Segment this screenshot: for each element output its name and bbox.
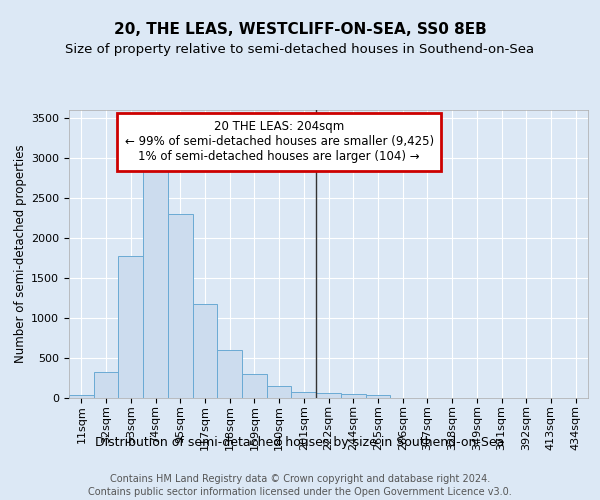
- Text: Contains HM Land Registry data © Crown copyright and database right 2024.: Contains HM Land Registry data © Crown c…: [110, 474, 490, 484]
- Text: 20, THE LEAS, WESTCLIFF-ON-SEA, SS0 8EB: 20, THE LEAS, WESTCLIFF-ON-SEA, SS0 8EB: [113, 22, 487, 38]
- Bar: [242, 374, 267, 398]
- Text: Distribution of semi-detached houses by size in Southend-on-Sea: Distribution of semi-detached houses by …: [95, 436, 505, 449]
- Bar: [217, 350, 242, 398]
- Bar: [365, 395, 390, 398]
- Text: Size of property relative to semi-detached houses in Southend-on-Sea: Size of property relative to semi-detach…: [65, 42, 535, 56]
- Bar: [69, 395, 94, 398]
- Bar: [168, 214, 193, 398]
- Bar: [94, 372, 118, 398]
- Bar: [292, 392, 316, 398]
- Y-axis label: Number of semi-detached properties: Number of semi-detached properties: [14, 144, 27, 363]
- Text: Contains public sector information licensed under the Open Government Licence v3: Contains public sector information licen…: [88, 487, 512, 497]
- Bar: [118, 256, 143, 398]
- Bar: [341, 394, 365, 398]
- Bar: [316, 392, 341, 398]
- Bar: [267, 386, 292, 398]
- Bar: [193, 304, 217, 398]
- Text: 20 THE LEAS: 204sqm
← 99% of semi-detached houses are smaller (9,425)
1% of semi: 20 THE LEAS: 204sqm ← 99% of semi-detach…: [125, 120, 434, 164]
- Bar: [143, 166, 168, 398]
